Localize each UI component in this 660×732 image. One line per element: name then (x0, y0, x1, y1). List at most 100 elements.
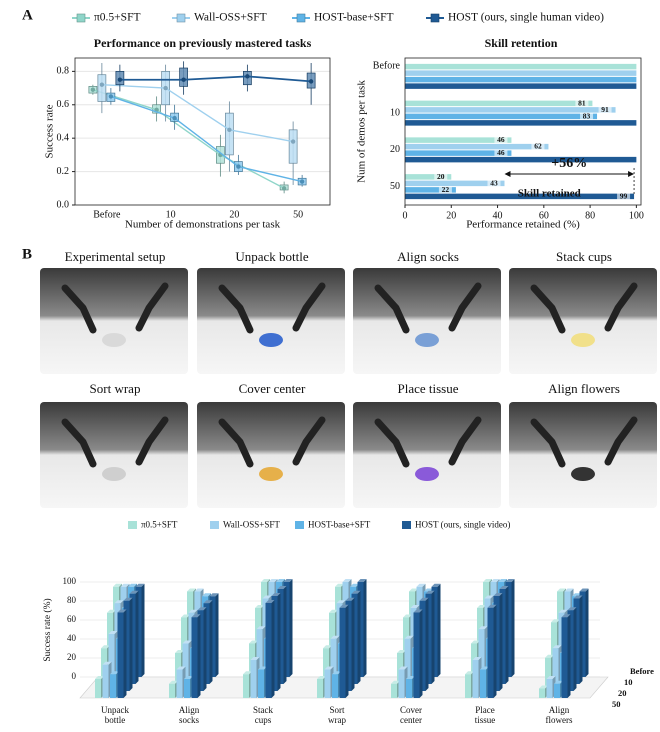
bar-side (277, 593, 281, 691)
bar (243, 674, 249, 698)
bar (480, 669, 486, 698)
y-tick-label: Before (373, 61, 401, 72)
x-axis-label: Number of demonstrations per task (125, 219, 281, 231)
bar-side (511, 579, 515, 677)
photo (353, 402, 501, 508)
bar-top (498, 579, 507, 582)
bar-top (397, 650, 406, 653)
median-marker (290, 139, 296, 144)
label-bg (438, 186, 452, 193)
box (179, 67, 188, 87)
axes-frame (404, 57, 642, 206)
bar-top (345, 597, 355, 601)
legend-swatch (128, 521, 137, 529)
bar-top (117, 609, 127, 613)
bar-top (276, 579, 285, 582)
bar-top (505, 579, 515, 582)
bar (472, 660, 479, 698)
bar-top (484, 595, 494, 599)
object (102, 467, 126, 481)
bar (265, 603, 272, 698)
robot-arm (61, 416, 169, 468)
value-label: 99 (620, 191, 628, 200)
bar-top (283, 579, 293, 582)
bar-top (187, 588, 196, 592)
bar-top (95, 676, 104, 679)
bar (324, 669, 331, 698)
photo (353, 268, 501, 374)
y-tick-label: 20 (67, 652, 77, 662)
bar (405, 150, 512, 156)
bar-top (184, 676, 193, 679)
bar-side (129, 597, 133, 691)
value-label: 20 (437, 172, 445, 181)
x-tick-label: 100 (629, 210, 644, 221)
x-tick-label: Stack (253, 705, 273, 715)
bar-top (181, 614, 190, 618)
bar-top (317, 676, 326, 679)
y-tick-label: 0.0 (57, 199, 70, 210)
bar-top (477, 605, 486, 608)
robot-arm (374, 282, 482, 334)
x-axis-label: Performance retained (%) (466, 219, 580, 231)
bar-side (283, 586, 287, 684)
bar-top (249, 640, 258, 644)
bar (539, 688, 545, 698)
bar-top (330, 635, 340, 639)
bar-top (114, 600, 124, 604)
bar-top (493, 593, 503, 596)
bar-side (505, 586, 509, 684)
bar-top (108, 631, 118, 634)
bar-top (101, 645, 110, 649)
bar-top (175, 650, 184, 653)
bar (405, 70, 637, 76)
bar-top (567, 607, 577, 611)
median-marker (117, 77, 123, 82)
median-marker (99, 82, 105, 87)
bar-top (545, 654, 554, 658)
bar-top (499, 586, 509, 589)
bar-side (419, 609, 423, 698)
bar-top (202, 593, 211, 597)
label-bg (575, 100, 589, 107)
label-bg (494, 150, 508, 157)
bar-side (209, 600, 213, 684)
bar-side (579, 595, 583, 684)
y-tick-label: 0.6 (57, 99, 70, 110)
bar-side (573, 607, 577, 691)
object (259, 333, 283, 347)
bar-side (345, 604, 349, 698)
bar-top (197, 607, 207, 611)
photo-title: Unpack bottle (235, 249, 309, 264)
bar-top (551, 619, 560, 623)
y-tick-label: 50 (390, 181, 400, 192)
bar-top (546, 676, 556, 679)
robot-arm (218, 416, 326, 468)
value-label: 62 (534, 142, 542, 151)
x-tick-label: Unpack (101, 705, 129, 715)
bar-top (404, 635, 414, 639)
label-bg (487, 180, 501, 187)
bar (405, 83, 637, 89)
bar-top (123, 597, 133, 601)
robot-arm (530, 282, 638, 334)
y-axis-label: Success rate (44, 104, 56, 158)
bar-top (425, 590, 435, 594)
y-tick-label: 0.2 (57, 166, 70, 177)
bar-side (203, 607, 207, 691)
bar (405, 120, 637, 126)
legend-swatch (402, 521, 411, 529)
y-tick-label: 10 (390, 107, 400, 118)
x-tick-label: 50 (293, 209, 303, 220)
bar-top (561, 614, 571, 618)
box (225, 112, 234, 156)
value-label: 43 (490, 178, 498, 187)
chart-title: Performance on previously mastered tasks (94, 36, 312, 50)
x-tick-label: Place (475, 705, 495, 715)
legend-label: Wall-OSS+SFT (194, 12, 267, 24)
value-label: 46 (497, 148, 505, 157)
median-marker (108, 94, 114, 99)
bar-top (558, 609, 568, 613)
bar (405, 113, 598, 120)
